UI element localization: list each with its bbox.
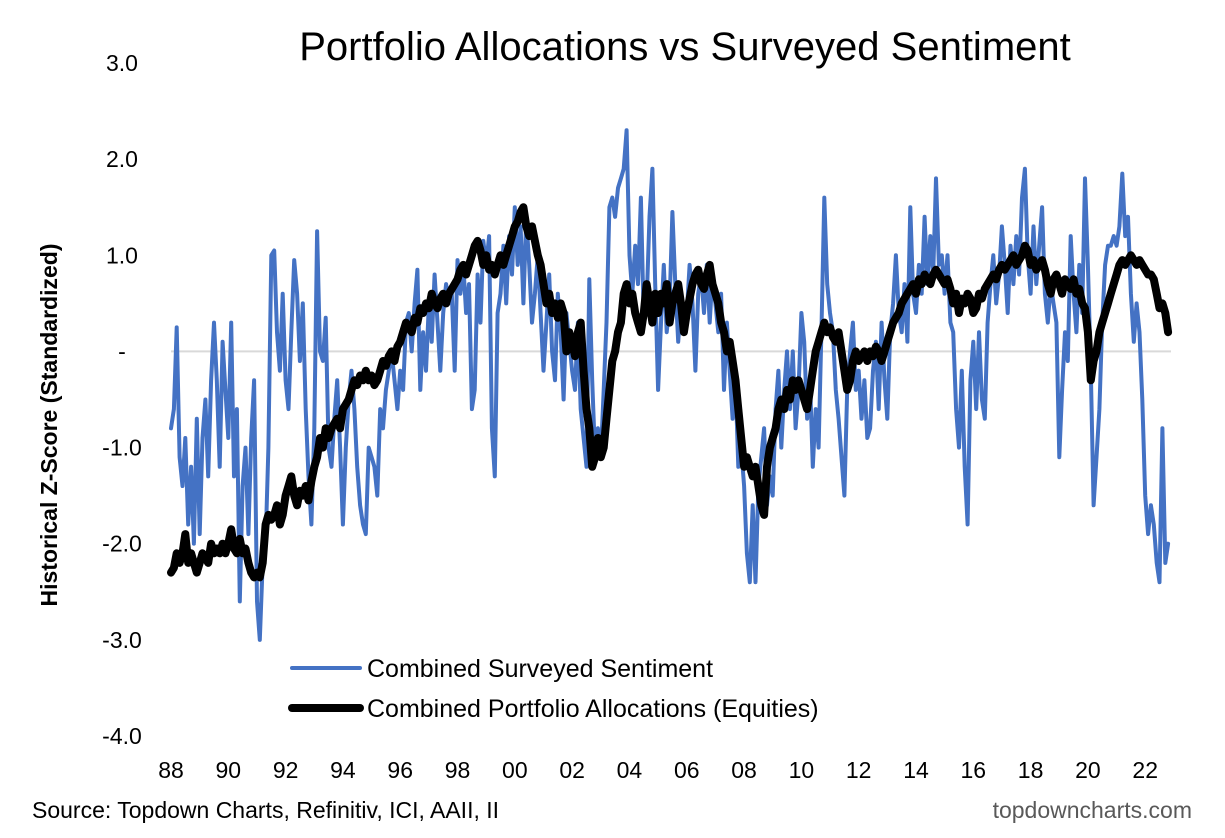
- x-tick-label: 08: [731, 757, 757, 783]
- x-tick-label: 92: [273, 757, 299, 783]
- y-axis: 3.0 2.0 1.0 - -1.0 -2.0 -3.0 -4.0: [102, 50, 142, 749]
- x-tick-label: 04: [617, 757, 643, 783]
- x-tick-label: 96: [387, 757, 413, 783]
- y-tick-label: -2.0: [102, 531, 142, 557]
- x-tick-label: 20: [1075, 757, 1101, 783]
- x-tick-label: 06: [674, 757, 700, 783]
- y-tick-label: -: [118, 338, 126, 364]
- y-tick-label: -4.0: [102, 723, 142, 749]
- x-tick-label: 02: [559, 757, 585, 783]
- legend: Combined Surveyed Sentiment Combined Por…: [288, 655, 819, 723]
- series-line-sentiment: [169, 128, 1171, 642]
- legend-label-sentiment: Combined Surveyed Sentiment: [367, 655, 713, 683]
- series-layer: [167, 128, 1173, 642]
- x-tick-label: 14: [903, 757, 929, 783]
- legend-label-allocations: Combined Portfolio Allocations (Equities…: [367, 695, 819, 723]
- x-tick-label: 98: [445, 757, 471, 783]
- y-axis-label: Historical Z-Score (Standardized): [36, 244, 62, 607]
- x-tick-label: 10: [789, 757, 815, 783]
- y-tick-label: 2.0: [106, 146, 138, 172]
- x-tick-label: 00: [502, 757, 528, 783]
- x-tick-label: 90: [216, 757, 242, 783]
- chart-title: Portfolio Allocations vs Surveyed Sentim…: [299, 25, 1071, 69]
- source-note: Source: Topdown Charts, Refinitiv, ICI, …: [32, 797, 499, 823]
- brand-watermark: topdowncharts.com: [993, 797, 1192, 823]
- y-tick-label: -3.0: [102, 627, 142, 653]
- x-tick-label: 22: [1132, 757, 1158, 783]
- x-tick-label: 16: [960, 757, 986, 783]
- y-tick-label: -1.0: [102, 435, 142, 461]
- series-line-allocations: [167, 203, 1173, 582]
- y-tick-label: 1.0: [106, 242, 138, 268]
- x-tick-label: 88: [158, 757, 184, 783]
- x-tick-label: 94: [330, 757, 356, 783]
- x-tick-label: 12: [846, 757, 872, 783]
- y-tick-label: 3.0: [106, 50, 138, 76]
- x-tick-label: 18: [1018, 757, 1044, 783]
- x-axis: 88 90 92 94 96 98 00 02 04 06 08 10 12 14 16 18 20 22: [158, 757, 1158, 783]
